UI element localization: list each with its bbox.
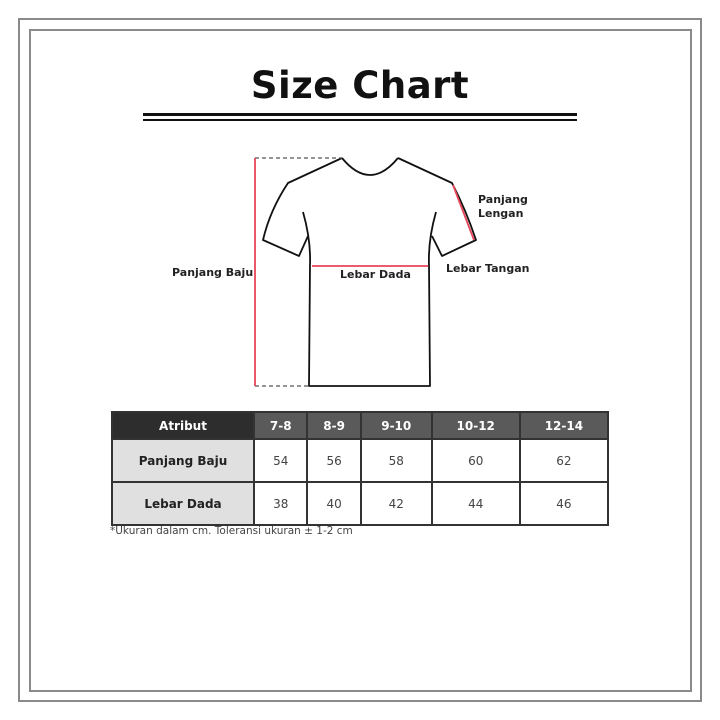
table-cell: 40 bbox=[306, 481, 362, 526]
size-note: *Ukuran dalam cm. Toleransi ukuran ± 1-2… bbox=[110, 525, 353, 537]
header-cell: 10-12 bbox=[430, 411, 521, 440]
inner-frame bbox=[29, 29, 692, 692]
label-panjang-lengan: Panjang Lengan bbox=[478, 193, 528, 220]
shirt-left-side bbox=[302, 211, 437, 387]
label-lebar-tangan: Lebar Tangan bbox=[446, 262, 530, 275]
table-cell: 54 bbox=[252, 438, 309, 483]
table-cell: 42 bbox=[359, 481, 433, 526]
outer-frame bbox=[18, 18, 702, 702]
table-cell: 56 bbox=[306, 438, 362, 483]
table-cell: 62 bbox=[518, 438, 610, 483]
panjang-lengan-measure bbox=[452, 184, 475, 241]
table-row: Lebar Dada 38 40 42 44 46 bbox=[111, 481, 610, 526]
size-table: Atribut 7-8 8-9 9-10 10-12 12-14 Panjang… bbox=[111, 411, 610, 526]
header-cell: 9-10 bbox=[359, 411, 433, 440]
table-cell: 38 bbox=[252, 481, 309, 526]
title-underline bbox=[143, 113, 577, 116]
table-cell: 60 bbox=[430, 438, 521, 483]
table-cell: 46 bbox=[518, 481, 610, 526]
shirt-outline bbox=[262, 157, 477, 257]
header-cell: 12-14 bbox=[518, 411, 610, 440]
header-cell: 7-8 bbox=[252, 411, 309, 440]
table-row: Panjang Baju 54 56 58 60 62 bbox=[111, 438, 610, 483]
page-title: Size Chart bbox=[250, 64, 470, 107]
shirt-neckline bbox=[341, 157, 399, 176]
row-label: Lebar Dada bbox=[111, 481, 255, 526]
row-label: Panjang Baju bbox=[111, 438, 255, 483]
header-cell: Atribut bbox=[111, 411, 255, 440]
label-panjang-baju: Panjang Baju bbox=[172, 266, 254, 279]
table-cell: 58 bbox=[359, 438, 433, 483]
header-cell: 8-9 bbox=[306, 411, 362, 440]
label-lebar-dada: Lebar Dada bbox=[340, 268, 411, 281]
table-cell: 44 bbox=[430, 481, 521, 526]
table-header-row: Atribut 7-8 8-9 9-10 10-12 12-14 bbox=[111, 411, 610, 440]
title-underline-thin bbox=[143, 119, 577, 121]
